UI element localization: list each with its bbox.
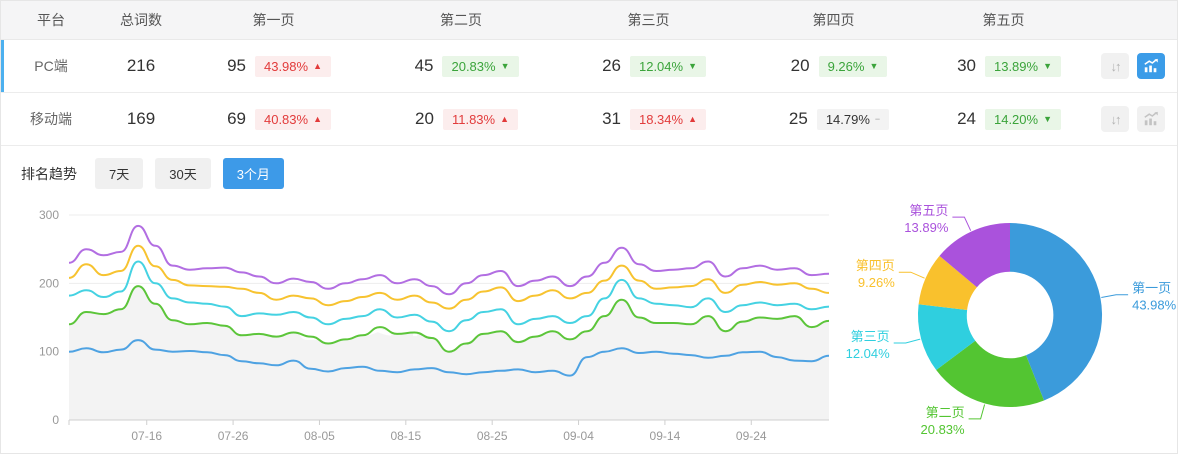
page1-pct-badge: 43.98% ▲ xyxy=(254,55,331,77)
pie-slice xyxy=(935,340,1044,408)
table-header: 平台 总词数 第一页 第二页 第三页 第四页 第五页 xyxy=(1,1,1177,40)
tab-30d[interactable]: 30天 xyxy=(155,158,211,189)
page4-cell: 20 9.26% ▼ xyxy=(741,55,926,77)
sort-button[interactable]: ↓↑ xyxy=(1101,53,1129,79)
page3-cell: 26 12.04% ▼ xyxy=(556,55,741,77)
charts-area: 爱站网 0 100 200 300 07-16 07-26 08-05 08-15 08-25 09… xyxy=(1,198,1177,454)
page2-count: 45 xyxy=(414,56,434,75)
svg-text:爱站网: 爱站网 xyxy=(355,297,475,341)
svg-text:08-25: 08-25 xyxy=(477,429,508,443)
svg-text:09-24: 09-24 xyxy=(736,429,767,443)
bar-chart-trend-icon xyxy=(1144,111,1158,126)
pie-slice xyxy=(939,223,1010,288)
page5-cell: 30 13.89% ▼ xyxy=(926,55,1081,77)
page2-pct-badge: 20.83% ▼ xyxy=(442,55,519,77)
header-platform: 平台 xyxy=(37,12,65,28)
platform-label: 移动端 xyxy=(30,111,72,127)
page4-pct-badge: 14.79% − xyxy=(816,108,890,130)
trend-arrow-icon: − xyxy=(874,113,881,124)
page3-pct-badge: 18.34% ▲ xyxy=(629,108,706,130)
trend-toolbar: 排名趋势 7天 30天 3个月 xyxy=(1,146,1177,198)
pie-label: 第二页 20.83% xyxy=(920,405,965,437)
svg-text:09-14: 09-14 xyxy=(650,429,681,443)
page4-pct-badge: 9.26% ▼ xyxy=(818,55,888,77)
pie-label: 第五页 13.89% xyxy=(904,203,949,235)
total-words: 216 xyxy=(126,56,156,75)
page1-count: 69 xyxy=(227,109,246,128)
page4-count: 20 xyxy=(790,56,810,75)
page2-pct-badge: 11.83% ▲ xyxy=(442,108,519,130)
platform-label: PC端 xyxy=(34,58,68,74)
trend-arrow-icon: ▼ xyxy=(500,60,510,71)
svg-text:08-15: 08-15 xyxy=(390,429,421,443)
header-page3: 第三页 xyxy=(627,12,670,28)
tab-7d[interactable]: 7天 xyxy=(95,158,144,189)
pie-label: 第三页 12.04% xyxy=(845,329,890,361)
trend-arrow-icon: ▼ xyxy=(869,60,879,71)
trend-arrow-icon: ▲ xyxy=(313,60,322,71)
svg-text:100: 100 xyxy=(39,345,59,359)
header-page4: 第四页 xyxy=(812,12,855,28)
pie-label: 第一页 43.98% xyxy=(1132,281,1177,313)
page1-count: 95 xyxy=(227,56,246,75)
total-words: 169 xyxy=(126,109,156,128)
pie-slice xyxy=(1009,223,1102,401)
line-chart[interactable]: 爱站网 0 100 200 300 07-16 07-26 08-05 08-15 08-25 09… xyxy=(1,198,840,454)
sort-button[interactable]: ↓↑ xyxy=(1101,106,1129,132)
svg-text:300: 300 xyxy=(39,208,59,222)
row-actions: ↓↑ xyxy=(1081,53,1177,79)
header-page2: 第二页 xyxy=(440,12,482,28)
page4-cell: 25 14.79% − xyxy=(741,108,926,130)
header-total: 总词数 xyxy=(120,12,162,28)
page2-cell: 20 11.83% ▲ xyxy=(366,108,556,130)
page5-pct-badge: 13.89% ▼ xyxy=(984,55,1061,77)
svg-text:08-05: 08-05 xyxy=(304,429,335,443)
page5-cell: 24 14.20% ▼ xyxy=(926,108,1081,130)
page1-cell: 95 43.98% ▲ xyxy=(181,55,366,77)
donut-chart[interactable]: 第一页 43.98% 第二页 20.83% 第三页 12.04% 第四页 9.26% 第五页 13… xyxy=(840,198,1177,454)
svg-text:0: 0 xyxy=(52,413,59,427)
trend-arrow-icon: ▲ xyxy=(313,113,322,124)
bar-chart-trend-icon xyxy=(1144,58,1158,73)
svg-text:200: 200 xyxy=(39,276,59,290)
page2-cell: 45 20.83% ▼ xyxy=(366,55,556,77)
page3-count: 31 xyxy=(602,109,621,128)
page2-count: 20 xyxy=(415,109,434,128)
trend-chart-button[interactable] xyxy=(1137,53,1165,79)
svg-text:07-16: 07-16 xyxy=(131,429,162,443)
table-row-pc[interactable]: PC端 216 95 43.98% ▲ 45 20.83% ▼ 26 12.04% ▼… xyxy=(1,40,1177,93)
page5-pct-badge: 14.20% ▼ xyxy=(984,108,1061,130)
header-page5: 第五页 xyxy=(982,12,1025,28)
sort-icon: ↓↑ xyxy=(1110,58,1122,74)
trend-chart-button[interactable] xyxy=(1137,106,1165,132)
pie-slice xyxy=(918,255,977,310)
row-actions: ↓↑ xyxy=(1081,106,1177,132)
page3-pct-badge: 12.04% ▼ xyxy=(629,55,706,77)
page5-count: 24 xyxy=(957,109,976,128)
svg-text:07-26: 07-26 xyxy=(218,429,249,443)
svg-text:09-04: 09-04 xyxy=(563,429,594,443)
page3-cell: 31 18.34% ▲ xyxy=(556,108,741,130)
trend-title: 排名趋势 xyxy=(21,165,77,182)
trend-arrow-icon: ▲ xyxy=(500,113,510,124)
trend-arrow-icon: ▼ xyxy=(1043,60,1052,71)
trend-arrow-icon: ▲ xyxy=(688,113,697,124)
header-page1: 第一页 xyxy=(252,12,295,28)
page3-count: 26 xyxy=(602,56,621,75)
pie-label: 第四页 9.26% xyxy=(855,258,894,290)
table-row-mobile[interactable]: 移动端 169 69 40.83% ▲ 20 11.83% ▲ 31 18.34% ▲… xyxy=(1,93,1177,146)
trend-arrow-icon: ▼ xyxy=(688,60,697,71)
page1-pct-badge: 40.83% ▲ xyxy=(254,108,331,130)
trend-arrow-icon: ▼ xyxy=(1043,113,1052,124)
pie-slice xyxy=(917,304,975,370)
page4-count: 25 xyxy=(788,109,808,128)
sort-icon: ↓↑ xyxy=(1110,111,1122,127)
watermark: 爱站网 xyxy=(299,296,475,341)
page1-cell: 69 40.83% ▲ xyxy=(181,108,366,130)
page5-count: 30 xyxy=(957,56,976,75)
tab-3m[interactable]: 3个月 xyxy=(222,158,284,189)
